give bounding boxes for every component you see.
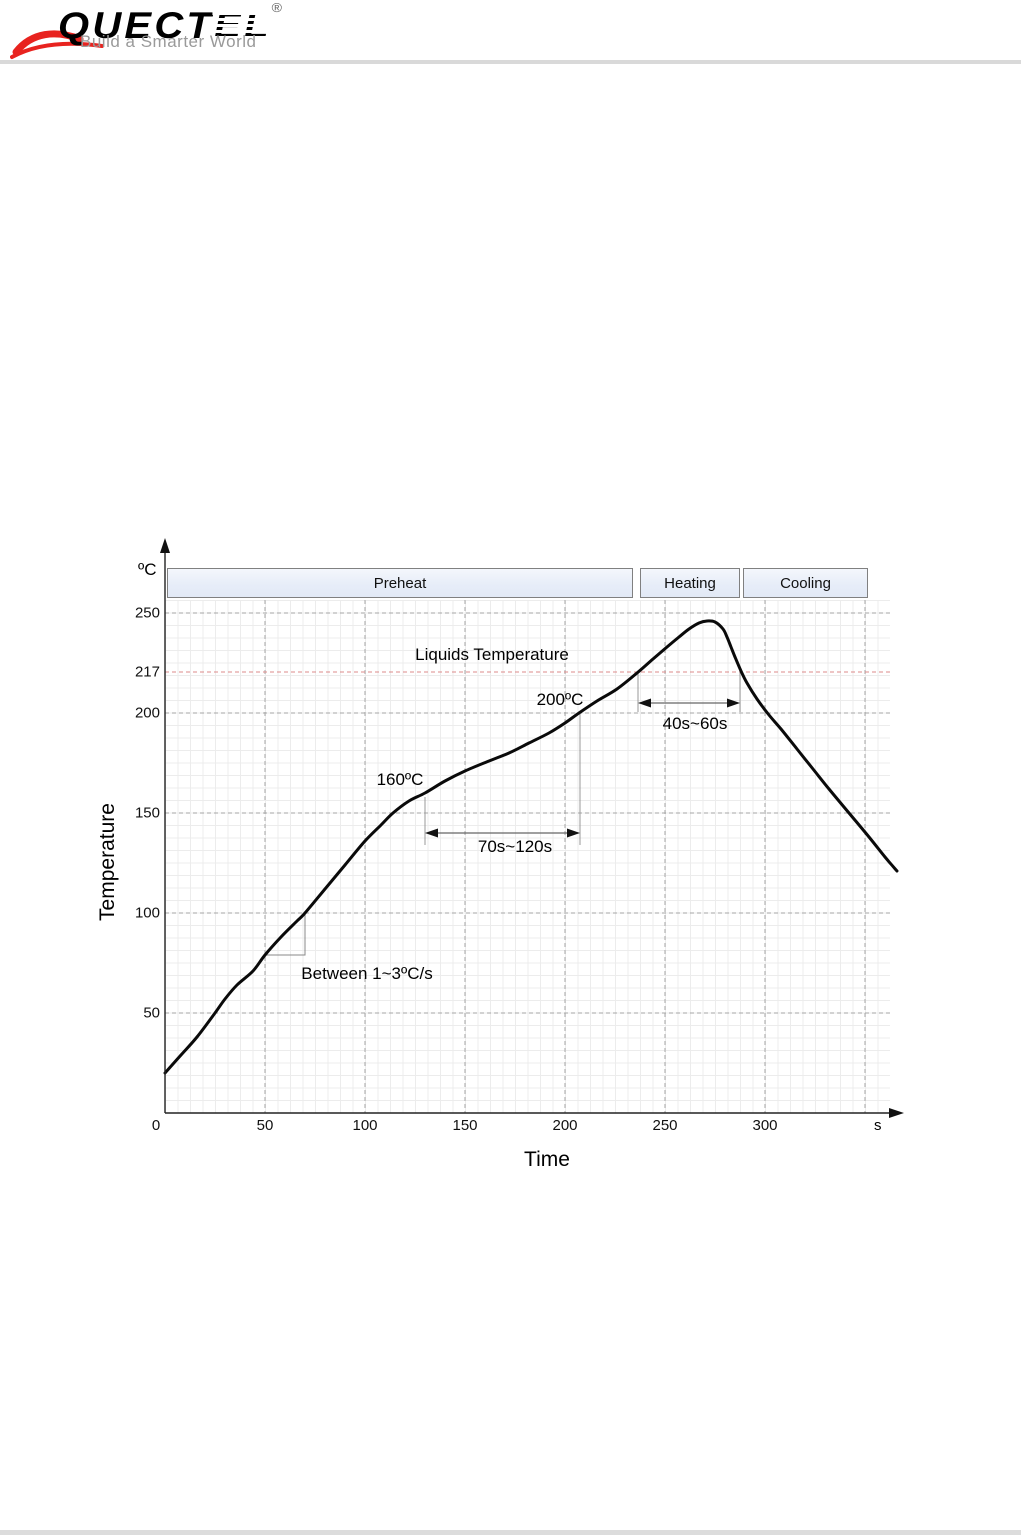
- y-axis-arrow-icon: [160, 538, 170, 553]
- annotation-200c: 200ºC: [536, 690, 584, 709]
- y-tick-label: 250: [134, 604, 160, 622]
- slope-indicator: [265, 913, 306, 956]
- brand-wordmark: QUECTEL®: [58, 0, 282, 47]
- annotation-160c: 160ºC: [376, 770, 424, 789]
- y-tick-label: 50: [143, 1004, 160, 1022]
- x-tick-label: 100: [352, 1117, 378, 1134]
- brand-striped-text: EL: [211, 5, 275, 46]
- annotation-reflow-window: 40s~60s: [662, 714, 728, 733]
- chart-minor-grid: [165, 600, 890, 1113]
- x-tick-label: 300: [752, 1117, 778, 1134]
- registered-mark: ®: [271, 0, 282, 15]
- header-divider: [0, 60, 1021, 64]
- x-tick-label: 150: [452, 1117, 478, 1134]
- y-axis-unit-label: ºC: [138, 560, 157, 579]
- footer-divider: [0, 1530, 1021, 1535]
- annotation-soak-window: 70s~120s: [477, 837, 553, 856]
- annotation-liquids-temperature: Liquids Temperature: [415, 645, 569, 664]
- temperature-curve: [163, 619, 899, 1075]
- x-tick-label: 50: [256, 1117, 274, 1134]
- y-tick-label: 100: [134, 904, 160, 922]
- logo-swoosh-icon: [10, 30, 104, 59]
- y-tick-label-liquidus: 217: [134, 663, 160, 681]
- phase-box-cooling: Cooling: [743, 568, 868, 598]
- brand-tagline: Build a Smarter World: [80, 32, 257, 51]
- arrowhead-left-icon: [425, 828, 438, 838]
- arrowhead-right-icon: [567, 828, 580, 838]
- phase-box-preheat: Preheat: [167, 568, 633, 598]
- phase-box-heating: Heating: [640, 568, 740, 598]
- arrowhead-left-icon: [638, 698, 651, 708]
- y-axis-title: Temperature: [96, 803, 119, 921]
- x-axis-unit-label: s: [874, 1117, 882, 1134]
- annotation-ramp-rate: Between 1~3ºC/s: [301, 964, 433, 983]
- x-tick-label: 200: [552, 1117, 578, 1134]
- y-tick-label: 200: [134, 704, 160, 722]
- y-tick-label: 150: [134, 804, 160, 822]
- arrowhead-right-icon: [727, 698, 740, 708]
- x-axis-title: Time: [524, 1148, 570, 1171]
- x-tick-label: 250: [652, 1117, 678, 1134]
- brand-solid-text: QUECT: [58, 5, 215, 46]
- x-tick-label: 0: [151, 1117, 161, 1134]
- x-axis-arrow-icon: [889, 1108, 904, 1118]
- quectel-logo: QUECTEL® Build a Smarter World: [10, 0, 352, 60]
